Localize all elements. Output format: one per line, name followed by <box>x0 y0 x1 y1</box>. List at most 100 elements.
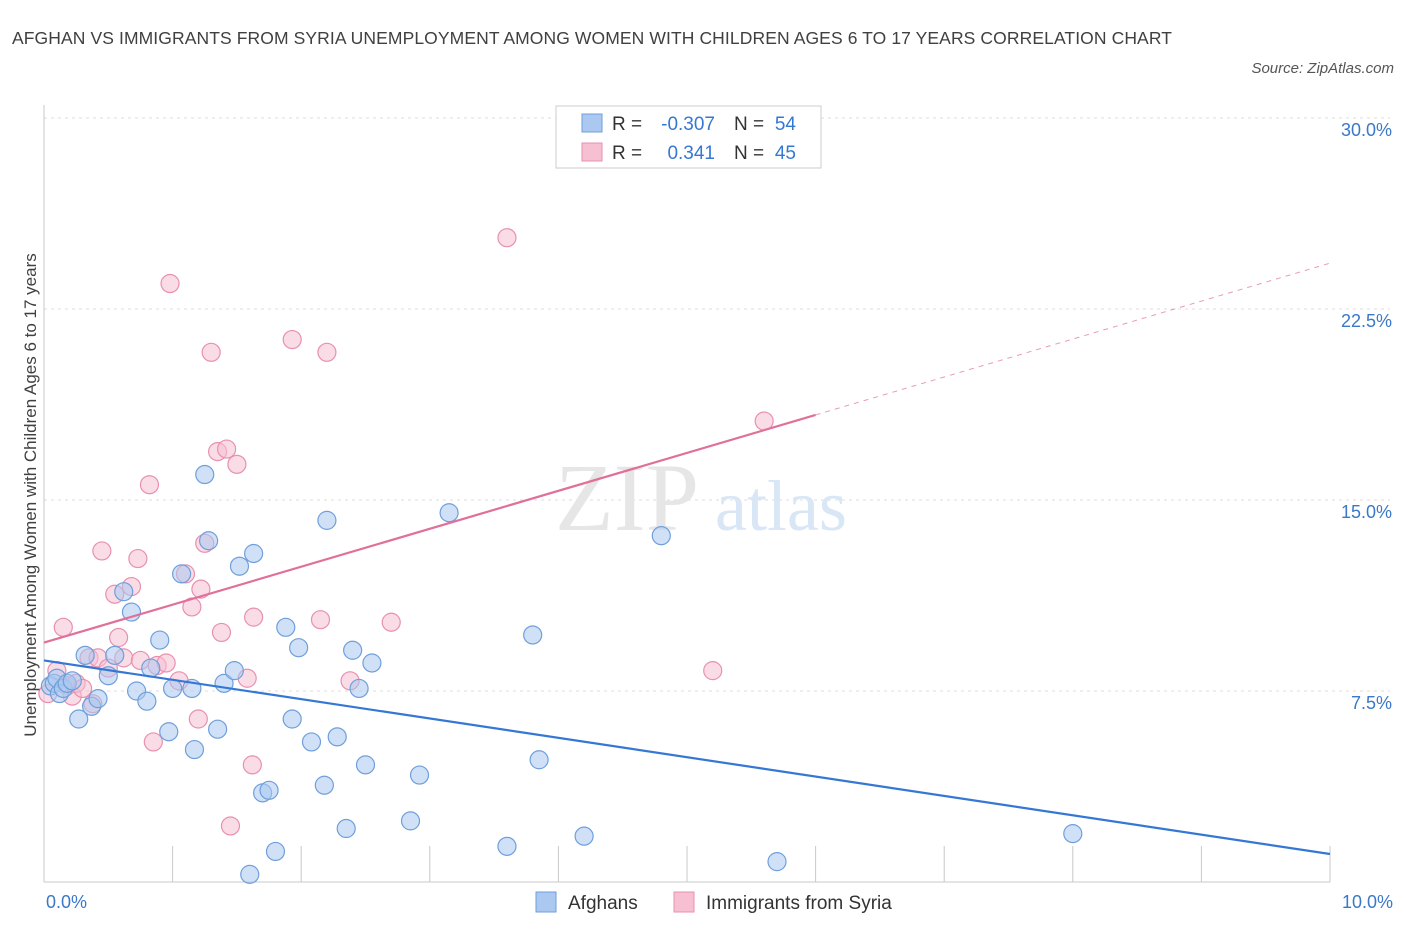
syria-point-18 <box>139 475 160 495</box>
afghans-point-37 <box>289 638 309 658</box>
afghans-point-46 <box>362 653 382 673</box>
watermark-atlas: atlas <box>715 466 847 546</box>
afghans-point-10 <box>88 689 108 709</box>
afghans-point-45 <box>355 755 376 775</box>
syria-point-39 <box>310 610 331 630</box>
afghans-point-26 <box>208 719 228 739</box>
syria-point-13 <box>108 627 129 648</box>
afghans-point-42 <box>336 818 356 839</box>
watermark-zip: ZIP <box>555 444 699 551</box>
axes <box>43 105 1331 883</box>
legend-syria-swatch <box>581 142 603 162</box>
afghans-point-13 <box>114 582 134 602</box>
afghans-point-48 <box>409 765 430 785</box>
afghans-point-16 <box>137 691 157 711</box>
afghans-point-23 <box>184 739 205 760</box>
x-tick-label-0: 0.0% <box>46 892 87 912</box>
bottom-legend-afghans-swatch <box>535 891 557 913</box>
syria-point-37 <box>244 607 264 627</box>
afghans-point-53 <box>574 826 594 846</box>
y-axis-label: Unemployment Among Women with Children A… <box>21 253 40 737</box>
syria-point-2 <box>53 617 73 637</box>
afghans-point-44 <box>349 678 369 699</box>
legend-syria-n-value: 45 <box>775 143 796 164</box>
syria-point-34 <box>227 454 247 474</box>
afghans-point-20 <box>163 678 183 699</box>
syria-point-44 <box>703 661 723 681</box>
afghans-point-24 <box>195 464 215 485</box>
afghans-point-17 <box>141 658 161 678</box>
syria-point-26 <box>188 709 208 729</box>
afghans-point-49 <box>439 503 459 523</box>
afghans-point-31 <box>244 543 264 564</box>
afghans-point-47 <box>400 811 421 831</box>
afghans-point-21 <box>172 564 192 584</box>
afghans-point-19 <box>159 722 179 742</box>
afghans-point-8 <box>75 645 95 665</box>
bottom-legend: Afghans Immigrants from Syria <box>535 891 892 914</box>
syria-point-19 <box>143 732 163 752</box>
afghans-point-29 <box>229 556 250 576</box>
bottom-legend-syria: Immigrants from Syria <box>706 893 892 914</box>
trend-lines <box>43 262 1331 856</box>
top-legend: R = -0.307 N = 54 R = 0.341 N = 45 <box>555 105 822 169</box>
afghans-point-39 <box>314 775 334 795</box>
syria-point-43 <box>497 228 517 248</box>
y-tick-label-2: 22.5% <box>1341 311 1392 331</box>
afghans-point-54 <box>651 526 671 546</box>
syria-point-10 <box>92 541 112 561</box>
legend-syria-n-label: N = <box>734 143 764 164</box>
afghans-point-55 <box>767 852 787 872</box>
syria-point-27 <box>191 579 211 599</box>
legend-afghans-r-value: -0.307 <box>661 114 715 135</box>
afghans-point-28 <box>224 661 244 681</box>
syria-trend-extension <box>815 262 1331 416</box>
syria-point-42 <box>381 612 401 632</box>
afghans-point-56 <box>1063 824 1083 844</box>
syria-point-16 <box>128 548 148 569</box>
legend-afghans-r-label: R = <box>612 114 642 135</box>
afghans-point-41 <box>327 727 347 747</box>
afghans-point-38 <box>301 732 322 752</box>
syria-point-29 <box>201 342 221 362</box>
afghans-point-43 <box>343 640 363 660</box>
legend-afghans-n-label: N = <box>734 114 764 135</box>
afghans-point-40 <box>317 510 337 530</box>
bottom-legend-syria-swatch <box>673 891 695 913</box>
chart-title: AFGHAN VS IMMIGRANTS FROM SYRIA UNEMPLOY… <box>12 28 1173 48</box>
afghans-point-12 <box>105 645 125 665</box>
x-tick-label-1: 10.0% <box>1342 892 1393 912</box>
legend-syria-r-label: R = <box>612 143 642 164</box>
afghans-point-50 <box>497 836 517 856</box>
legend-afghans-swatch <box>581 113 603 133</box>
afghans-point-36 <box>282 709 302 729</box>
afghans-point-18 <box>150 630 170 650</box>
afghans-point-51 <box>523 625 543 645</box>
afghans-point-30 <box>240 864 260 884</box>
afghans-trend-line <box>43 659 1331 856</box>
syria-point-40 <box>317 342 337 362</box>
syria-point-22 <box>160 273 180 294</box>
afghans-point-33 <box>259 780 279 800</box>
afghans-point-6 <box>62 671 82 691</box>
y-tick-label-0: 7.5% <box>1351 693 1392 713</box>
afghans-point-25 <box>199 531 219 551</box>
afghans-points <box>40 464 1083 884</box>
legend-afghans-n-value: 54 <box>775 114 797 135</box>
watermark: ZIP atlas <box>555 444 847 551</box>
syria-point-36 <box>242 755 262 775</box>
afghans-point-52 <box>529 750 549 770</box>
afghans-point-34 <box>265 841 286 862</box>
afghans-point-35 <box>276 617 296 637</box>
source-label: Source: ZipAtlas.com <box>1251 60 1394 77</box>
syria-trend-line <box>43 413 816 644</box>
afghans-point-7 <box>69 709 89 729</box>
syria-point-38 <box>282 329 302 350</box>
syria-point-31 <box>211 622 232 643</box>
legend-syria-r-value: 0.341 <box>667 143 715 164</box>
grid-lines <box>44 117 1390 692</box>
syria-point-32 <box>217 439 237 459</box>
bottom-legend-afghans: Afghans <box>568 893 638 914</box>
y-tick-label-3: 30.0% <box>1341 120 1392 140</box>
